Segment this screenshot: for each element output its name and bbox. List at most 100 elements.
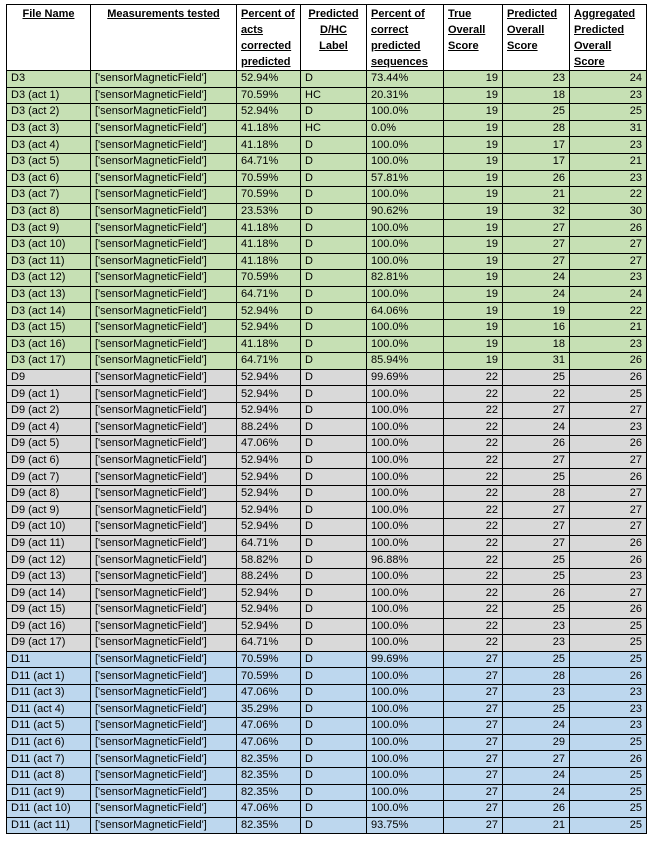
table-row: D9 (act 15) ['sensorMagneticField'] 52.94%… bbox=[6, 601, 647, 619]
measurements-cell: ['sensorMagneticField'] bbox=[90, 683, 237, 702]
aggregated-score-cell: 23 bbox=[569, 418, 647, 437]
aggregated-score-cell: 27 bbox=[569, 401, 647, 420]
measurements-cell: ['sensorMagneticField'] bbox=[90, 86, 237, 105]
predicted-label-cell: D bbox=[300, 601, 367, 619]
measurements-cell: ['sensorMagneticField'] bbox=[90, 235, 237, 254]
table-row: D3 (act 11) ['sensorMagneticField'] 41.18%… bbox=[6, 252, 647, 271]
file-name-cell: D9 (act 13) bbox=[6, 567, 91, 586]
percent-sequences-cell: 100.0% bbox=[366, 567, 444, 586]
percent-sequences-cell: 100.0% bbox=[366, 435, 444, 453]
aggregated-score-cell: 24 bbox=[569, 70, 647, 88]
aggregated-score-cell: 25 bbox=[569, 766, 647, 785]
percent-acts-cell: 70.59% bbox=[236, 186, 301, 204]
file-name-cell: D3 (act 6) bbox=[6, 169, 91, 188]
percent-sequences-cell: 100.0% bbox=[366, 385, 444, 403]
true-score-cell: 22 bbox=[443, 551, 503, 569]
file-name-cell: D9 (act 6) bbox=[6, 451, 91, 470]
percent-sequences-cell: 100.0% bbox=[366, 534, 444, 553]
percent-acts-cell: 82.35% bbox=[236, 750, 301, 768]
true-score-cell: 19 bbox=[443, 352, 503, 370]
measurements-cell: ['sensorMagneticField'] bbox=[90, 435, 237, 453]
aggregated-score-cell: 26 bbox=[569, 534, 647, 553]
percent-sequences-cell: 82.81% bbox=[366, 269, 444, 287]
predicted-score-cell: 24 bbox=[502, 766, 570, 785]
table-row: D3 (act 6) ['sensorMagneticField'] 70.59% D… bbox=[6, 169, 647, 188]
measurements-cell: ['sensorMagneticField'] bbox=[90, 816, 237, 835]
percent-acts-cell: 52.94% bbox=[236, 468, 301, 486]
file-name-cell: D3 (act 1) bbox=[6, 86, 91, 105]
percent-acts-cell: 41.18% bbox=[236, 252, 301, 271]
true-score-cell: 19 bbox=[443, 269, 503, 287]
table-row: D3 (act 2) ['sensorMagneticField'] 52.94% D… bbox=[6, 103, 647, 121]
file-name-cell: D3 (act 10) bbox=[6, 235, 91, 254]
true-score-cell: 27 bbox=[443, 800, 503, 818]
measurements-cell: ['sensorMagneticField'] bbox=[90, 385, 237, 403]
predicted-score-cell: 21 bbox=[502, 186, 570, 204]
aggregated-score-cell: 27 bbox=[569, 584, 647, 602]
predicted-label-cell: D bbox=[300, 302, 367, 320]
table-row: D11 (act 6) ['sensorMagneticField'] 47.06%… bbox=[6, 733, 647, 752]
percent-sequences-cell: 100.0% bbox=[366, 484, 444, 503]
percent-acts-cell: 70.59% bbox=[236, 269, 301, 287]
aggregated-score-cell: 22 bbox=[569, 186, 647, 204]
file-name-cell: D3 (act 12) bbox=[6, 269, 91, 287]
measurements-cell: ['sensorMagneticField'] bbox=[90, 169, 237, 188]
predicted-score-cell: 23 bbox=[502, 617, 570, 636]
predicted-score-cell: 26 bbox=[502, 584, 570, 602]
percent-sequences-cell: 100.0% bbox=[366, 252, 444, 271]
predicted-score-cell: 16 bbox=[502, 318, 570, 337]
table-row: D3 (act 10) ['sensorMagneticField'] 41.18%… bbox=[6, 235, 647, 254]
file-name-cell: D3 (act 17) bbox=[6, 352, 91, 370]
predicted-score-cell: 32 bbox=[502, 202, 570, 221]
file-name-cell: D9 (act 14) bbox=[6, 584, 91, 602]
true-score-cell: 22 bbox=[443, 435, 503, 453]
predicted-score-cell: 24 bbox=[502, 285, 570, 304]
percent-acts-cell: 70.59% bbox=[236, 667, 301, 685]
header-true-score: True Overall Score bbox=[443, 4, 503, 71]
table-row: D3 (act 3) ['sensorMagneticField'] 41.18% H… bbox=[6, 119, 647, 138]
measurements-cell: ['sensorMagneticField'] bbox=[90, 750, 237, 768]
aggregated-score-cell: 25 bbox=[569, 634, 647, 652]
header-file-name: File Name bbox=[6, 4, 91, 71]
table-row: D9 (act 13) ['sensorMagneticField'] 88.24%… bbox=[6, 567, 647, 586]
predicted-score-cell: 25 bbox=[502, 567, 570, 586]
percent-acts-cell: 41.18% bbox=[236, 335, 301, 354]
true-score-cell: 19 bbox=[443, 202, 503, 221]
aggregated-score-cell: 26 bbox=[569, 468, 647, 486]
table-row: D9 (act 8) ['sensorMagneticField'] 52.94% D… bbox=[6, 484, 647, 503]
table-row: D3 (act 15) ['sensorMagneticField'] 52.94%… bbox=[6, 318, 647, 337]
measurements-cell: ['sensorMagneticField'] bbox=[90, 617, 237, 636]
file-name-cell: D11 (act 4) bbox=[6, 700, 91, 719]
predicted-label-cell: D bbox=[300, 368, 367, 387]
file-name-cell: D3 (act 7) bbox=[6, 186, 91, 204]
percent-acts-cell: 52.94% bbox=[236, 368, 301, 387]
percent-sequences-cell: 100.0% bbox=[366, 584, 444, 602]
percent-acts-cell: 23.53% bbox=[236, 202, 301, 221]
header-predicted-label: Predicted D/HC Label bbox=[300, 4, 367, 71]
predicted-label-cell: D bbox=[300, 534, 367, 553]
percent-sequences-cell: 100.0% bbox=[366, 418, 444, 437]
percent-acts-cell: 64.71% bbox=[236, 285, 301, 304]
percent-acts-cell: 41.18% bbox=[236, 119, 301, 138]
true-score-cell: 19 bbox=[443, 169, 503, 188]
table-row: D3 (act 17) ['sensorMagneticField'] 64.71%… bbox=[6, 352, 647, 370]
measurements-cell: ['sensorMagneticField'] bbox=[90, 783, 237, 802]
true-score-cell: 22 bbox=[443, 534, 503, 553]
predicted-score-cell: 25 bbox=[502, 650, 570, 669]
percent-acts-cell: 47.06% bbox=[236, 717, 301, 735]
predicted-label-cell: D bbox=[300, 385, 367, 403]
table-row: D9 (act 5) ['sensorMagneticField'] 47.06% D… bbox=[6, 435, 647, 453]
predicted-label-cell: D bbox=[300, 783, 367, 802]
percent-sequences-cell: 100.0% bbox=[366, 766, 444, 785]
measurements-cell: ['sensorMagneticField'] bbox=[90, 219, 237, 237]
header-aggregated-score: Aggregated Predicted Overall Score bbox=[569, 4, 647, 71]
aggregated-score-cell: 23 bbox=[569, 335, 647, 354]
predicted-score-cell: 26 bbox=[502, 800, 570, 818]
percent-acts-cell: 64.71% bbox=[236, 352, 301, 370]
file-name-cell: D3 (act 14) bbox=[6, 302, 91, 320]
predicted-score-cell: 25 bbox=[502, 368, 570, 387]
predicted-score-cell: 29 bbox=[502, 733, 570, 752]
percent-sequences-cell: 100.0% bbox=[366, 219, 444, 237]
file-name-cell: D3 (act 2) bbox=[6, 103, 91, 121]
predicted-score-cell: 24 bbox=[502, 717, 570, 735]
